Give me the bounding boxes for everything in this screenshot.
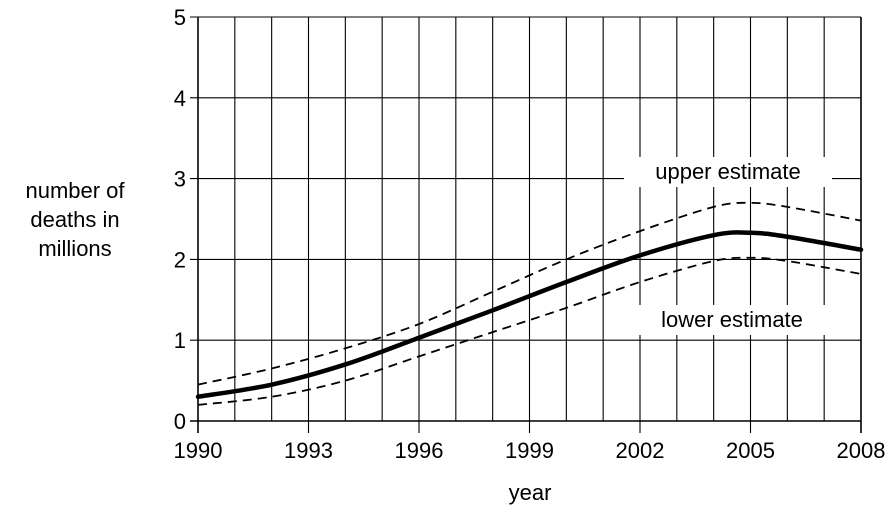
central-estimate-line [195, 230, 864, 400]
y-tick-label: 1 [174, 328, 186, 353]
y-axis-title-line-3: millions [38, 236, 111, 261]
upper-estimate-label: upper estimate [655, 159, 801, 184]
x-tick-label: 1996 [395, 438, 444, 463]
y-axis-title-line-2: deaths in [30, 207, 119, 232]
y-tick-label: 0 [174, 409, 186, 434]
x-tick-label: 1993 [284, 438, 333, 463]
lower-estimate-label: lower estimate [661, 307, 803, 332]
upper-estimate-line [197, 201, 862, 386]
y-tick-label: 5 [174, 5, 186, 30]
x-tick-label: 1999 [505, 438, 554, 463]
x-tick-label: 2008 [837, 438, 886, 463]
x-tick-label: 1990 [174, 438, 223, 463]
series-group [195, 201, 864, 406]
grid [190, 16, 862, 433]
y-tick-label: 2 [174, 247, 186, 272]
y-tick-label: 4 [174, 86, 186, 111]
x-tick-label: 2002 [616, 438, 665, 463]
y-axis-title-line-1: number of [25, 178, 125, 203]
y-tick-label: 3 [174, 167, 186, 192]
x-tick-label: 2005 [726, 438, 775, 463]
lower-estimate-line [197, 256, 862, 406]
lower-estimate-label-bg [630, 305, 834, 335]
x-axis-title: year [509, 480, 552, 505]
tick-labels: 1990 1993 1996 1999 2002 2005 2008 0 1 2 3 4 5 [174, 5, 886, 463]
upper-estimate-label-bg [624, 157, 832, 187]
